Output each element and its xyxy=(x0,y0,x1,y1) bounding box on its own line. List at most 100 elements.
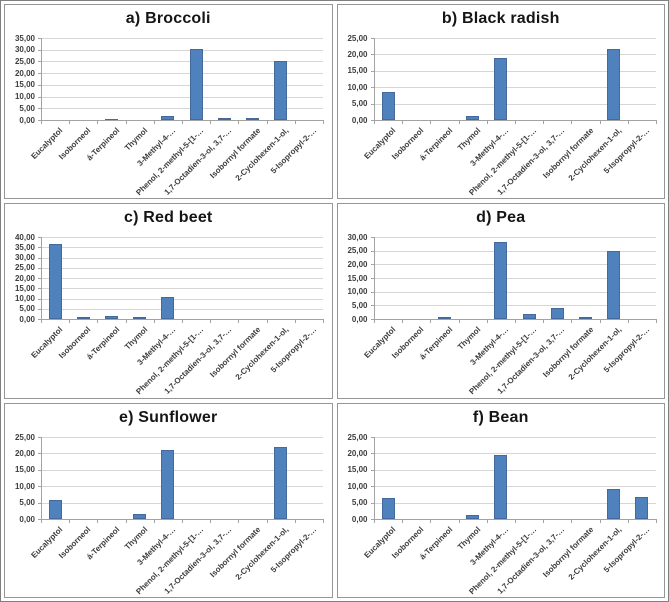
y-gridline xyxy=(373,38,656,39)
chart-panel-e: e) Sunflower 0,00 5,00 10,00 15,00 20,00 25,00… xyxy=(4,402,333,598)
y-axis-tick xyxy=(370,54,374,55)
y-axis-line xyxy=(373,237,375,321)
bar xyxy=(161,449,174,519)
x-axis-tick xyxy=(210,120,211,124)
x-axis-tick xyxy=(182,518,183,523)
y-axis-line xyxy=(373,38,375,121)
y-axis-tick-label: 25,00 xyxy=(14,432,35,442)
y-gridline xyxy=(373,469,656,471)
y-gridline xyxy=(373,502,656,504)
bar xyxy=(493,454,507,519)
bar xyxy=(606,251,620,320)
y-gridline xyxy=(41,247,323,249)
y-axis-tick-label: 25,00 xyxy=(347,432,368,442)
x-axis-tick xyxy=(486,518,488,523)
x-axis-tick xyxy=(373,319,375,324)
x-axis-tick xyxy=(323,319,324,324)
y-axis-line xyxy=(373,436,375,520)
y-gridline xyxy=(41,436,323,438)
x-axis-tick xyxy=(401,319,403,324)
bar xyxy=(606,488,620,519)
y-axis-tick xyxy=(370,278,374,280)
x-axis-tick xyxy=(542,319,544,324)
x-axis-tick xyxy=(401,120,403,124)
x-axis-tick xyxy=(373,120,375,124)
y-axis-tick-label: 0,00 xyxy=(19,514,35,524)
y-axis-tick xyxy=(38,247,41,249)
y-gridline xyxy=(41,268,323,270)
y-gridline xyxy=(373,104,656,105)
x-axis-tick xyxy=(97,518,98,523)
x-axis-tick xyxy=(570,319,572,324)
y-gridline xyxy=(373,251,656,253)
y-axis-tick-label: 15,00 xyxy=(14,80,35,89)
x-axis-tick xyxy=(373,518,375,523)
x-axis-tick xyxy=(182,319,183,324)
y-axis-tick xyxy=(38,61,41,62)
bar xyxy=(493,242,507,320)
y-axis-line xyxy=(41,436,42,520)
y-axis-tick-label: 5,00 xyxy=(19,104,35,113)
y-axis-tick xyxy=(38,452,41,454)
y-axis-tick xyxy=(38,469,41,471)
y-gridline xyxy=(41,452,323,454)
x-axis-tick xyxy=(655,319,657,324)
chart-title: a) Broccoli xyxy=(125,10,211,27)
y-gridline xyxy=(41,97,323,98)
y-axis-tick-label: 30,00 xyxy=(14,253,35,263)
y-axis-tick-label: 15,00 xyxy=(347,274,368,284)
y-gridline xyxy=(41,502,323,504)
x-axis-tick xyxy=(97,120,98,124)
y-axis-tick xyxy=(370,251,374,253)
bar xyxy=(105,316,118,320)
y-axis-tick xyxy=(38,502,41,504)
y-axis-tick-label: 25,00 xyxy=(347,34,368,43)
chart-title: e) Sunflower xyxy=(119,408,218,426)
x-axis-tick xyxy=(238,319,239,324)
y-axis-tick-label: 10,00 xyxy=(347,287,368,297)
y-axis-tick xyxy=(370,469,374,471)
y-gridline xyxy=(41,237,323,239)
y-axis-tick-label: 10,00 xyxy=(347,481,368,491)
y-axis-tick-label: 25,00 xyxy=(347,246,368,256)
x-axis-category-label: 5-Isopropyl-2-… xyxy=(268,524,319,575)
bar xyxy=(77,317,90,320)
y-axis-tick xyxy=(38,319,41,321)
y-axis-tick-label: 20,00 xyxy=(347,448,368,458)
y-gridline xyxy=(41,485,323,487)
y-axis-tick-label: 0,00 xyxy=(351,315,368,325)
y-axis-tick xyxy=(38,120,41,121)
bar xyxy=(161,297,174,320)
y-axis-tick-label: 10,00 xyxy=(14,294,35,304)
y-axis-tick xyxy=(370,71,374,72)
chart-panel-f: f) Bean 0,00 5,00 10,00 15,00 20,00 25,00 Eucal… xyxy=(336,402,665,598)
bar xyxy=(550,308,564,320)
y-axis-tick xyxy=(38,299,41,301)
y-gridline xyxy=(41,278,323,280)
y-axis-tick xyxy=(38,38,41,39)
y-gridline xyxy=(373,305,656,307)
y-axis-tick xyxy=(370,452,374,454)
bar xyxy=(381,92,395,120)
y-axis-tick-label: 5,00 xyxy=(351,497,368,507)
x-axis-tick xyxy=(599,319,601,324)
x-axis-tick xyxy=(238,518,239,523)
chart-title: c) Red beet xyxy=(124,209,213,227)
x-axis-tick xyxy=(267,518,268,523)
y-axis-tick-label: 25,00 xyxy=(14,57,35,66)
y-gridline xyxy=(373,292,656,294)
x-axis-category-label: 5-Isopropyl-2-… xyxy=(268,325,319,375)
y-axis-tick-label: 0,00 xyxy=(19,315,35,325)
bar xyxy=(437,317,451,320)
y-axis-tick xyxy=(370,292,374,294)
y-axis-tick xyxy=(370,38,374,39)
x-axis-tick xyxy=(41,319,42,324)
x-axis-tick xyxy=(154,319,155,324)
x-axis-tick xyxy=(69,120,70,124)
x-axis-tick xyxy=(570,120,572,124)
bar xyxy=(161,116,174,120)
x-axis-tick xyxy=(429,319,431,324)
x-axis-tick xyxy=(429,120,431,124)
x-axis-tick xyxy=(627,319,629,324)
